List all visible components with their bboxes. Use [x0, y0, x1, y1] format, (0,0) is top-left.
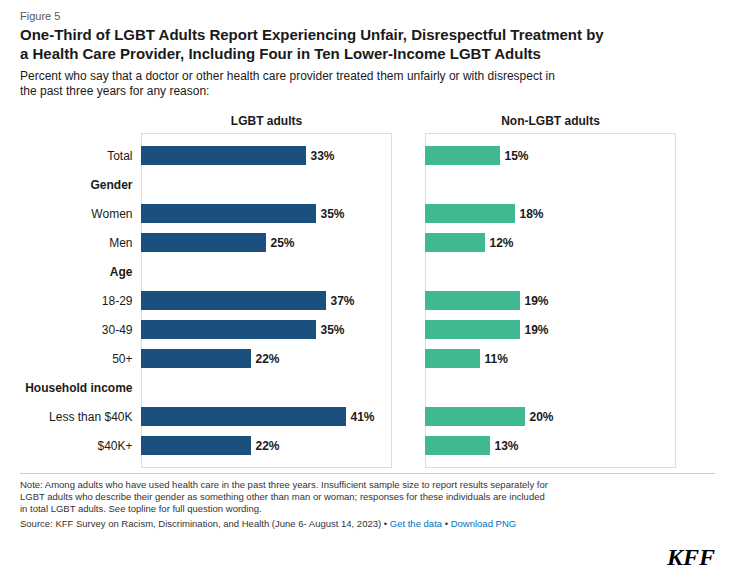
- svg-text:Less than $40K: Less than $40K: [49, 410, 132, 424]
- html-text:Figure 5: Figure 5: [20, 10, 61, 22]
- svg-text:LGBT adults: LGBT adults: [231, 114, 303, 128]
- svg-text:19%: 19%: [525, 294, 549, 308]
- html-text:Source: KFF Survey on Racism,: Source: KFF Survey on Racism, Discrimina…: [20, 518, 517, 529]
- svg-text:41%: 41%: [351, 410, 375, 424]
- svg-text:13%: 13%: [495, 439, 519, 453]
- html-text:One-Third of LGBT Adults Repor: One-Third of LGBT Adults Report Experien…: [20, 26, 604, 62]
- svg-text:18-29: 18-29: [102, 294, 133, 308]
- svg-text:33%: 33%: [311, 149, 335, 163]
- svg-text:Age: Age: [110, 265, 133, 279]
- svg-text:35%: 35%: [321, 207, 345, 221]
- svg-text:$40K+: $40K+: [97, 439, 132, 453]
- svg-text:25%: 25%: [271, 236, 295, 250]
- html-text:Percent who say that a doctor: Percent who say that a doctor or other h…: [20, 69, 555, 98]
- svg-text:20%: 20%: [530, 410, 554, 424]
- svg-text:Women: Women: [91, 207, 132, 221]
- svg-text:18%: 18%: [520, 207, 544, 221]
- svg-text:22%: 22%: [256, 439, 280, 453]
- svg-text:Household income: Household income: [25, 381, 133, 395]
- html-text:Note: Among adults who have us: Note: Among adults who have used health …: [20, 479, 548, 514]
- svg-text:30-49: 30-49: [102, 323, 133, 337]
- svg-text:15%: 15%: [505, 149, 529, 163]
- html-text:KFF: KFF: [667, 544, 715, 570]
- svg-text:50+: 50+: [112, 352, 132, 366]
- svg-text:35%: 35%: [321, 323, 345, 337]
- svg-text:Total: Total: [107, 149, 132, 163]
- svg-text:Men: Men: [109, 236, 132, 250]
- svg-text:19%: 19%: [525, 323, 549, 337]
- svg-text:12%: 12%: [490, 236, 514, 250]
- svg-text:Non-LGBT adults: Non-LGBT adults: [501, 114, 600, 128]
- svg-text:11%: 11%: [485, 352, 509, 366]
- svg-text:37%: 37%: [331, 294, 355, 308]
- svg-text:22%: 22%: [256, 352, 280, 366]
- svg-text:Gender: Gender: [90, 178, 132, 192]
